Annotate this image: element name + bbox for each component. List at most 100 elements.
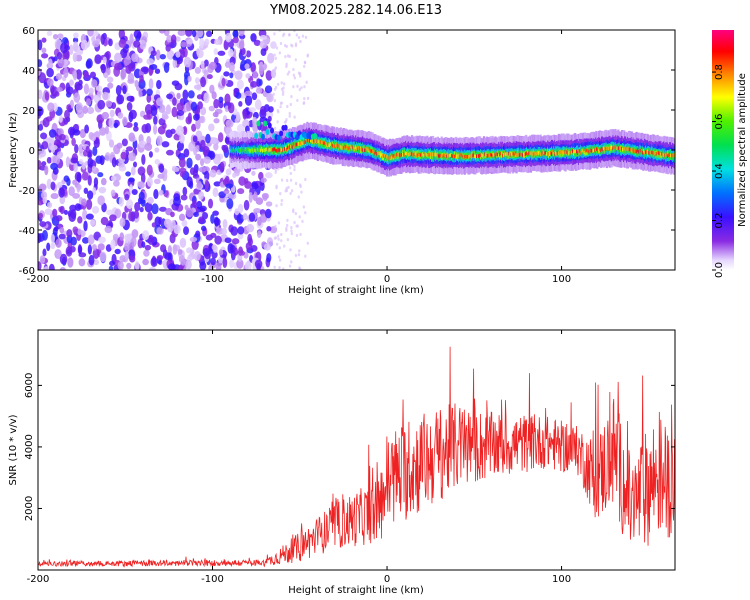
heatmap-cell <box>170 211 175 218</box>
heatmap-cell <box>270 69 277 79</box>
heatmap-cell <box>75 49 84 56</box>
heatmap-cell <box>212 111 218 118</box>
heatmap-cell <box>287 185 290 189</box>
heatmap-cell <box>52 155 61 165</box>
heatmap-cell <box>304 177 307 182</box>
heatmap-cell <box>299 184 302 189</box>
heatmap-cell <box>129 255 136 263</box>
snr-x-label: Height of straight line (km) <box>288 585 424 596</box>
heatmap-cell <box>244 181 253 189</box>
heatmap-cell <box>196 49 204 59</box>
heatmap-cell <box>222 257 228 269</box>
heatmap-cell <box>120 68 127 80</box>
heatmap-cell <box>124 193 130 201</box>
heatmap-cell <box>77 216 83 224</box>
heatmap-cell <box>284 55 287 59</box>
heatmap-cell <box>63 175 70 182</box>
y-tick-label: -60 <box>19 266 35 277</box>
heatmap-cell <box>192 199 197 208</box>
heatmap-cell <box>294 253 298 257</box>
heatmap-cell <box>56 181 63 189</box>
heatmap-cell <box>185 259 192 270</box>
heatmap-cell <box>50 233 55 244</box>
heatmap-cell <box>301 219 304 223</box>
heatmap-cell <box>254 99 262 110</box>
heatmap-cell <box>78 258 86 267</box>
heatmap-cell <box>279 130 284 137</box>
colorbar-tick-label: 0.8 <box>714 64 725 80</box>
heatmap-cell <box>285 223 289 228</box>
x-tick-label: 100 <box>552 274 571 285</box>
heatmap-cell <box>294 212 298 216</box>
heatmap-cell <box>103 72 109 79</box>
heatmap-cell <box>266 226 272 232</box>
heatmap-cell <box>138 140 147 148</box>
heatmap-cell <box>119 217 126 228</box>
heatmap-cell <box>150 106 158 117</box>
heatmap-cell <box>134 79 139 88</box>
heatmap-cell <box>129 33 134 45</box>
heatmap-cell <box>196 30 204 38</box>
heatmap-cell <box>138 90 143 98</box>
heatmap-cell <box>50 181 56 191</box>
heatmap-cell <box>206 74 213 80</box>
heatmap-cell <box>80 39 89 51</box>
heatmap-cell <box>110 239 116 250</box>
heatmap-cell <box>286 54 290 58</box>
heatmap-cell <box>136 31 142 39</box>
heatmap-cell <box>144 244 152 251</box>
heatmap-cell <box>158 30 166 34</box>
heatmap-cell <box>170 34 177 44</box>
x-tick-label: 0 <box>384 574 390 585</box>
heatmap-cell <box>111 157 117 168</box>
heatmap-cell <box>38 142 41 148</box>
heatmap-cell <box>93 30 99 37</box>
heatmap-cell <box>101 202 107 213</box>
heatmap-cell <box>106 209 114 216</box>
heatmap-cell <box>166 93 173 100</box>
heatmap-cell <box>288 166 292 170</box>
heatmap-cell <box>238 101 243 107</box>
heatmap-cell <box>245 73 251 79</box>
colorbar-label: Normalized spectral amplitude <box>737 73 748 227</box>
heatmap-cell <box>273 32 276 36</box>
heatmap-cell <box>59 267 66 270</box>
heatmap-cell <box>193 84 202 90</box>
heatmap-cell <box>293 30 296 33</box>
heatmap-cell <box>93 259 100 266</box>
heatmap-cell <box>57 58 65 68</box>
heatmap-cell <box>52 208 58 217</box>
heatmap-cell <box>76 172 82 183</box>
heatmap-cell <box>306 241 310 245</box>
heatmap-cell <box>147 211 153 221</box>
heatmap-cell <box>286 104 289 109</box>
heatmap-cell <box>106 58 111 70</box>
spectrogram-heatmap <box>38 30 675 270</box>
heatmap-cell <box>196 94 203 100</box>
heatmap-cell <box>147 234 155 245</box>
heatmap-cell <box>199 37 205 49</box>
heatmap-cell <box>141 241 146 248</box>
heatmap-cell <box>213 98 220 109</box>
heatmap-cell <box>98 236 106 244</box>
heatmap-cell <box>118 38 127 48</box>
heatmap-cell <box>141 124 149 134</box>
heatmap-cell <box>82 105 88 114</box>
heatmap-cell <box>186 39 194 45</box>
heatmap-cell <box>183 56 192 68</box>
heatmap-cell <box>115 85 122 96</box>
heatmap-cell <box>113 180 120 187</box>
heatmap-cell <box>58 114 63 123</box>
heatmap-cell <box>290 226 293 230</box>
heatmap-cell <box>67 257 74 268</box>
heatmap-cell <box>57 33 64 39</box>
heatmap-cell <box>260 133 265 140</box>
heatmap-cell <box>255 197 264 205</box>
heatmap-cell <box>298 249 301 253</box>
x-tick-label: 100 <box>552 574 571 585</box>
heatmap-cell <box>227 102 235 114</box>
heatmap-cell <box>154 68 161 74</box>
heatmap-cell <box>109 109 115 118</box>
heatmap-cell <box>46 242 51 252</box>
heatmap-cell <box>142 230 150 241</box>
